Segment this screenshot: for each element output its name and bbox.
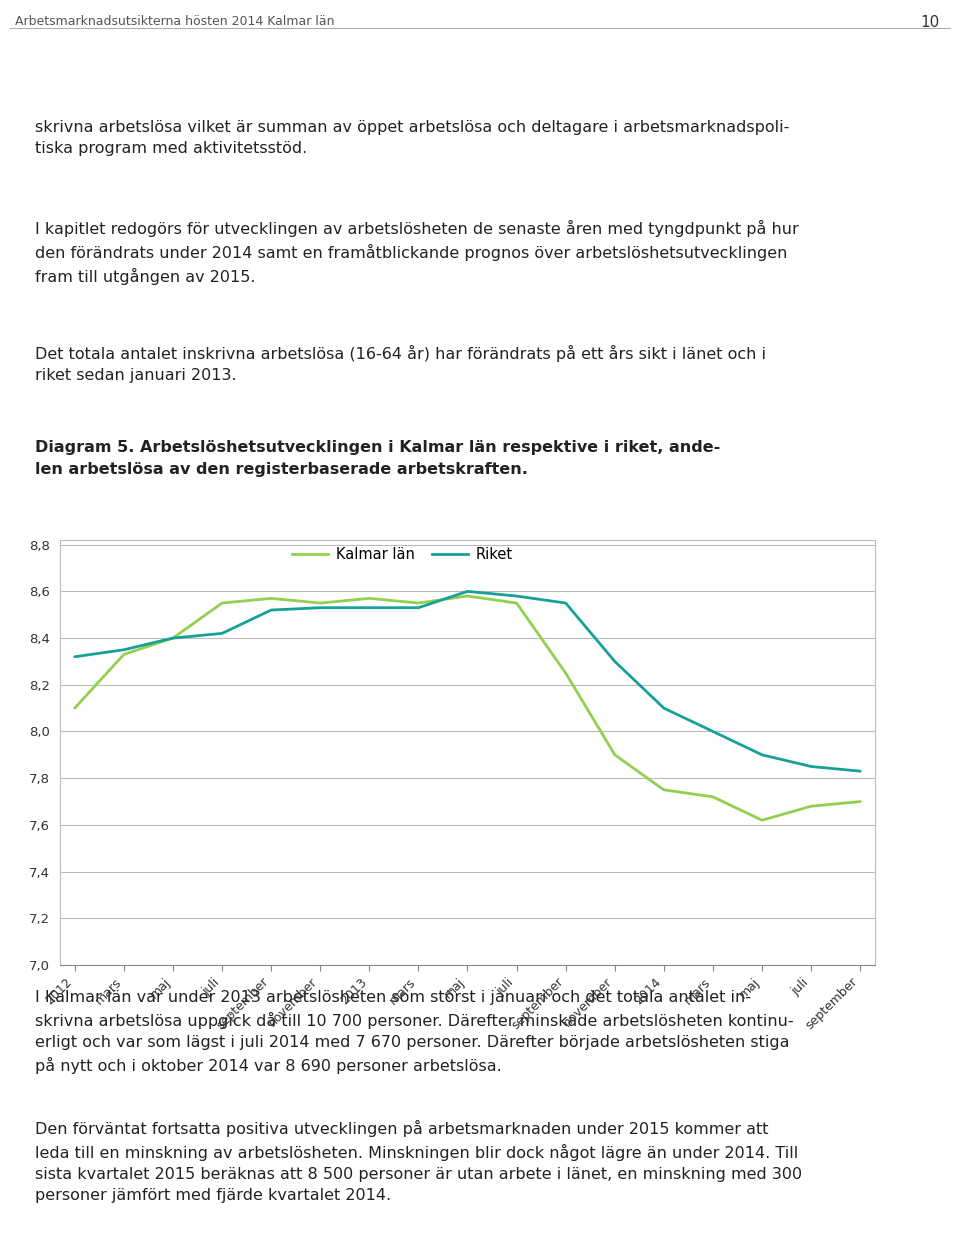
Text: I kapitlet redogörs för utvecklingen av arbetslösheten de senaste åren med tyngd: I kapitlet redogörs för utvecklingen av … bbox=[35, 220, 799, 285]
Text: skrivna arbetslösa vilket är summan av öppet arbetslösa och deltagare i arbetsma: skrivna arbetslösa vilket är summan av ö… bbox=[35, 120, 789, 156]
Legend: Kalmar län, Riket: Kalmar län, Riket bbox=[292, 547, 513, 562]
Text: Diagram 5. Arbetslöshetsutvecklingen i Kalmar län respektive i riket, ande-
len : Diagram 5. Arbetslöshetsutvecklingen i K… bbox=[35, 440, 720, 477]
Text: I Kalmar län var under 2013 arbetslösheten som störst i januari och det totala a: I Kalmar län var under 2013 arbetslöshet… bbox=[35, 990, 794, 1075]
Text: Den förväntat fortsatta positiva utvecklingen på arbetsmarknaden under 2015 komm: Den förväntat fortsatta positiva utveckl… bbox=[35, 1120, 803, 1203]
Text: Arbetsmarknadsutsikterna hösten 2014 Kalmar län: Arbetsmarknadsutsikterna hösten 2014 Kal… bbox=[15, 15, 334, 28]
Text: Det totala antalet inskrivna arbetslösa (16-64 år) har förändrats på ett års sik: Det totala antalet inskrivna arbetslösa … bbox=[35, 345, 766, 383]
Text: 10: 10 bbox=[921, 15, 940, 30]
